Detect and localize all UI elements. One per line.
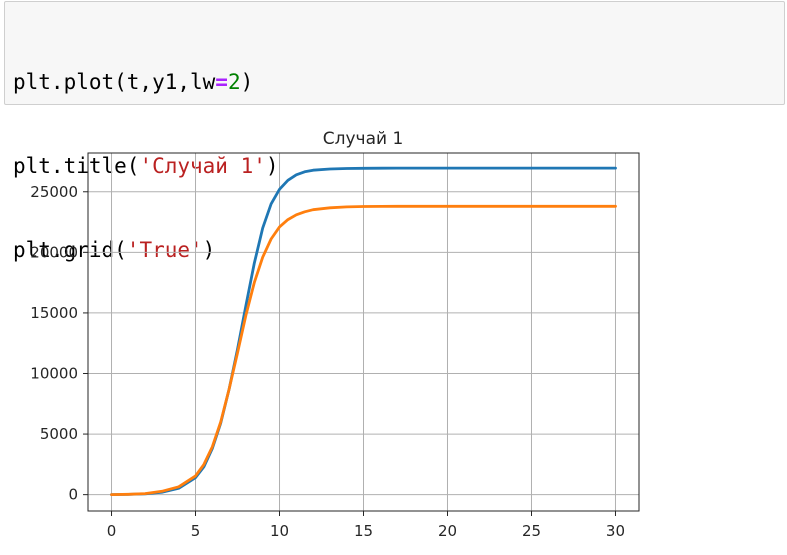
y-tick-label: 10000 (30, 364, 78, 382)
code-token: 'True' (126, 238, 203, 262)
y-tick-label: 15000 (30, 304, 78, 322)
chart-title: Случай 1 (323, 129, 404, 149)
code-token: plt.grid( (13, 238, 127, 262)
code-token: plt.title( (13, 154, 140, 178)
x-tick-label: 0 (107, 522, 117, 540)
x-tick-label: 15 (354, 522, 373, 540)
series-lines (110, 166, 617, 497)
code-token: ) (240, 70, 254, 94)
code-token: 'Случай 1' (139, 154, 266, 178)
grid-lines (88, 153, 639, 511)
x-axis-ticks: 0 5 10 15 20 25 30 (107, 511, 625, 540)
code-token: 2 (227, 70, 241, 94)
y-tick-label: 25000 (30, 183, 78, 201)
code-line-1: plt.plot(t,y1,lw=2) (13, 68, 776, 96)
x-tick-label: 30 (606, 522, 625, 540)
code-token: ) (265, 154, 279, 178)
code-line-3: plt.grid('True') (13, 236, 776, 264)
x-tick-label: 10 (270, 522, 289, 540)
line-chart: Случай 1 0 5 10 15 20 25 30 0 5000 10000 15000 200… (30, 129, 640, 540)
code-token: ) (202, 238, 216, 262)
series-line-2 (110, 204, 617, 497)
x-tick-label: 25 (522, 522, 541, 540)
y-axis-ticks: 0 5000 10000 15000 20000 25000 (30, 183, 88, 504)
y-tick-label: 5000 (40, 425, 78, 443)
code-token: = (215, 70, 228, 94)
x-tick-label: 20 (438, 522, 457, 540)
code-line-2: plt.title('Случай 1') (13, 152, 776, 180)
x-tick-label: 5 (191, 522, 201, 540)
code-token: plt.plot(t,y1,lw (13, 70, 216, 94)
y-tick-label: 20000 (30, 243, 78, 261)
y-tick-label: 0 (68, 486, 78, 504)
code-cell[interactable]: plt.plot(t,y1,lw=2) plt.title('Случай 1'… (4, 1, 785, 262)
